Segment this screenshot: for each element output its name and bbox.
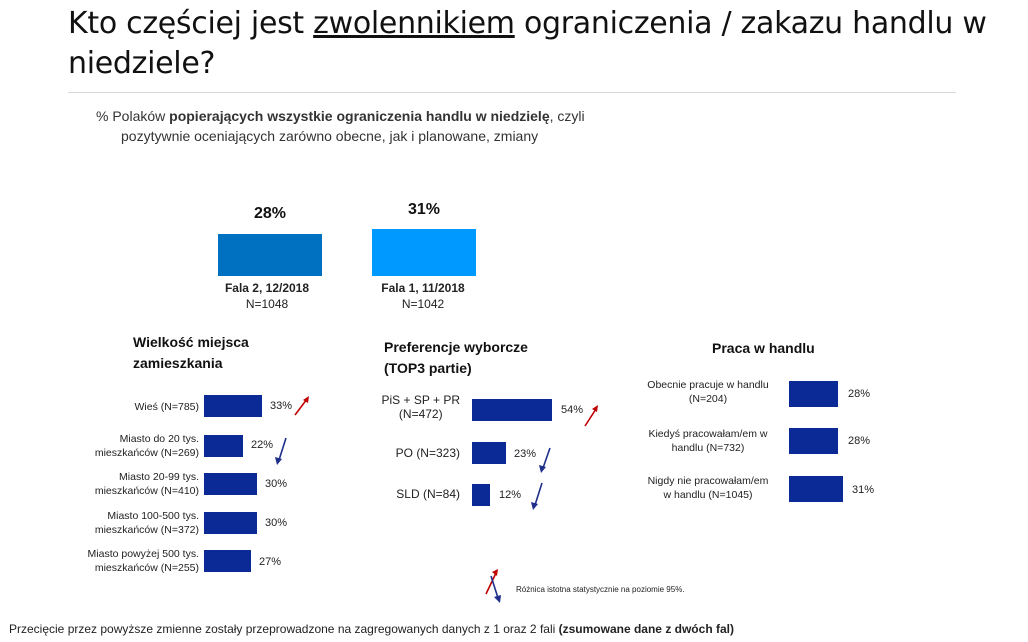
- party-bar: [472, 442, 506, 464]
- size-value-label: 30%: [265, 478, 288, 490]
- subtitle-prefix: % Polaków: [96, 108, 170, 124]
- wave2-name: Fala 2, 12/2018: [224, 281, 310, 295]
- party-value-label: 12%: [499, 489, 522, 501]
- party-title-line2: (TOP3 partie): [384, 360, 472, 376]
- size-category-label: Miasto powyżej 500 tys. mieszkańców (N=25…: [87, 548, 199, 574]
- arrow-down-icon: [531, 482, 543, 510]
- wave1-n: N=1042: [401, 297, 445, 311]
- party-category-label: PiS + SP + PR (N=472): [381, 393, 461, 421]
- size-bar: [204, 512, 257, 534]
- party-value-label: 23%: [514, 448, 537, 460]
- size-category-label: Miasto do 20 tys. mieszkańców (N=269): [94, 433, 199, 459]
- size-value-label: 22%: [251, 439, 274, 451]
- wave1-value-label: 31%: [407, 201, 441, 218]
- party-value-label: 54%: [561, 404, 584, 416]
- size-category-label: Miasto 20-99 tys. mieszkańców (N=410): [94, 471, 199, 497]
- size-category-label: Wieś (N=785): [134, 401, 199, 413]
- party-category-label: PO (N=323): [395, 446, 460, 460]
- size-value-label: 30%: [265, 517, 288, 529]
- legend-arrow-up-icon: [485, 569, 498, 595]
- size-title-line1: Wielkość miejsca: [133, 334, 249, 350]
- size-category-label: Miasto 100-500 tys. mieszkańców (N=372): [94, 510, 199, 536]
- work-category-label: Nigdy nie pracowałam/em w handlu (N=1045): [647, 475, 769, 501]
- work-value-label: 28%: [848, 435, 871, 447]
- work-section-title: Praca w handlu: [712, 340, 815, 356]
- size-bar: [204, 550, 251, 572]
- work-bar: [789, 428, 838, 454]
- subtitle-suffix: , czyli: [549, 108, 585, 124]
- subtitle-bold: popierających wszystkie ograniczenia han…: [169, 108, 550, 124]
- work-value-label: 31%: [852, 484, 875, 496]
- work-bar: [789, 476, 843, 502]
- legend-arrow-down-icon: [490, 575, 501, 603]
- wave1-bar: [372, 229, 476, 276]
- work-category-label: Kiedyś pracowałam/em w handlu (N=732): [648, 428, 768, 454]
- arrow-down-icon: [539, 447, 551, 473]
- wave1-category-label: Fala 1, 11/2018 N=1042: [353, 280, 493, 312]
- wave2-bar: [218, 234, 322, 276]
- size-value-label: 33%: [270, 400, 293, 412]
- title-part1: Kto częściej jest: [68, 6, 314, 41]
- size-bar: [204, 473, 257, 495]
- work-category-label: Obecnie pracuje w handlu (N=204): [647, 379, 769, 405]
- work-value-label: 28%: [848, 388, 871, 400]
- page-title: Kto częściej jest zwolennikiem ogranicze…: [68, 4, 1018, 84]
- wave2-n: N=1048: [245, 297, 289, 311]
- footnote: Przecięcie przez powyższe zmienne został…: [9, 622, 734, 636]
- wave1-name: Fala 1, 11/2018: [381, 281, 465, 295]
- arrow-down-icon: [275, 437, 287, 465]
- party-title-line1: Preferencje wyborcze: [384, 339, 528, 355]
- arrow-up-icon: [294, 396, 309, 416]
- size-bar: [204, 435, 243, 457]
- title-part2: ograniczenia / zakazu handlu w niedziele…: [68, 6, 987, 81]
- wave2-category-label: Fala 2, 12/2018 N=1048: [197, 280, 337, 312]
- size-value-label: 27%: [259, 556, 282, 568]
- party-category-label: SLD (N=84): [396, 487, 460, 501]
- party-section-title: Preferencje wyborcze (TOP3 partie): [384, 337, 528, 379]
- wave2-value-label: 28%: [253, 205, 287, 222]
- work-bar: [789, 381, 838, 407]
- party-bar: [472, 399, 552, 421]
- title-divider: [68, 92, 956, 93]
- chart-subtitle: % Polaków popierających wszystkie ograni…: [96, 106, 696, 146]
- party-bar: [472, 484, 490, 506]
- title-emphasis: zwolennikiem: [313, 6, 515, 41]
- arrow-up-icon: [584, 405, 598, 427]
- size-title-line2: zamieszkania: [133, 355, 223, 371]
- subtitle-line2: pozytywnie oceniających zarówno obecne, …: [121, 128, 539, 144]
- legend-text: Różnica istotna statystycznie na poziomi…: [516, 585, 685, 594]
- size-bar: [204, 395, 262, 417]
- size-section-title: Wielkość miejsca zamieszkania: [133, 332, 249, 374]
